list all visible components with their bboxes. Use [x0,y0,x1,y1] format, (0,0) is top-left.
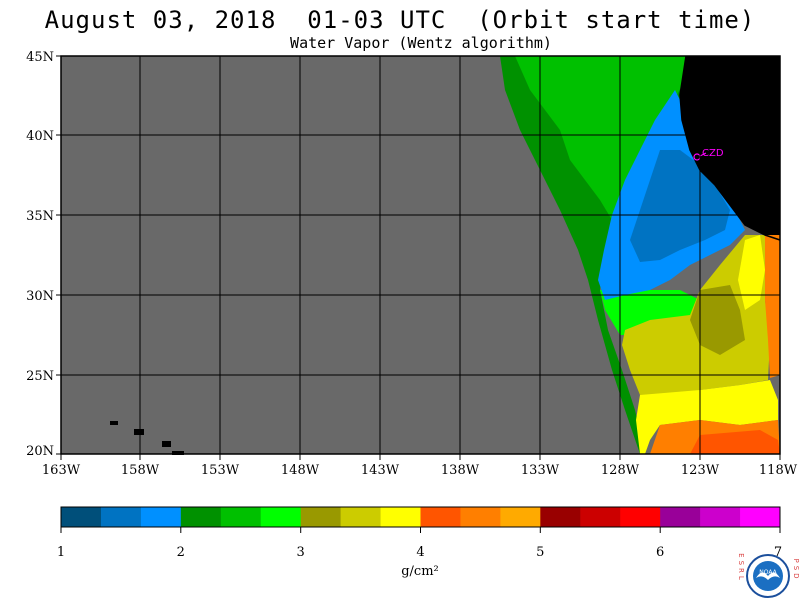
lon-label: 123W [681,463,720,478]
noaa-logo-text: NOAA [759,569,777,576]
colorbar-cell [180,507,222,527]
colorbar-cell [420,507,461,527]
psd-letters: PSD [792,558,800,581]
lon-label: 153W [201,463,240,478]
lat-label: 20N [26,444,54,459]
map-frame [60,55,781,455]
colorbar-cell [700,507,741,527]
colorbar-cell [740,507,781,527]
land-mass [680,56,780,235]
lat-label: 40N [26,129,54,144]
noaa-gull-icon [756,572,780,580]
psd-text: PSD [792,558,800,581]
lon-label: 138W [441,463,480,478]
colorbar-cell [380,507,421,527]
coastline [679,55,781,241]
colorbar-cell [340,507,382,527]
colorbar-cell [580,507,621,527]
lat-label: 35N [26,209,54,224]
colorbar-label: 6 [656,545,664,560]
water-vapor-swath [500,56,780,454]
colorbar-cell [300,507,342,527]
colorbar-labels: 1 2 3 4 5 6 7 [57,545,782,560]
colorbar-cell [220,507,262,527]
map-title: August 03, 2018 01-03 UTC (Orbit start t… [44,6,756,34]
lon-label: 143W [361,463,400,478]
swath-darkolive [690,285,745,355]
colorbar-cell [540,507,581,527]
colorbar-cell [140,507,182,527]
colorbar-label: 7 [774,545,782,560]
colorbar-cell [620,507,661,527]
colorbar-label: 1 [57,545,65,560]
lat-label: 25N [26,369,54,384]
swath-darkblue [630,150,730,262]
lon-label: 148W [281,463,320,478]
lon-label: 118W [759,463,798,478]
colorbar-label: 3 [297,545,305,560]
colorbar-cell [260,507,302,527]
colorbar-cell [660,507,701,527]
lat-label: 30N [26,289,54,304]
colorbar-ticks [60,527,781,533]
swath-yellow-coast [738,235,765,310]
esrl-letters: ESRL [737,553,745,583]
lon-label: 133W [521,463,560,478]
noaa-logo: NOAA [746,554,790,598]
lon-label: 158W [121,463,160,478]
colorbar-label: 4 [416,545,424,560]
hawaiian-islands [110,421,184,455]
map-ticks [56,55,781,460]
swath-brightgreen [600,290,700,335]
colorbar-cell [460,507,501,527]
longitude-labels: 163W 158W 153W 148W 143W 138W 133W 128W … [42,463,798,478]
lon-label: 128W [601,463,640,478]
station-label: CZD [702,148,724,159]
colorbar-label: 2 [177,545,185,560]
esrl-text: ESRL [737,553,745,583]
lon-label: 163W [42,463,81,478]
lat-label: 45N [26,50,54,65]
colorbar-cell [500,507,541,527]
map-subtitle: Water Vapor (Wentz algorithm) [290,34,552,52]
colorbar-units: g/cm² [401,564,439,579]
swath-yellow-band [636,380,778,454]
colorbar-cell [61,507,102,527]
swath-orange-coast [765,235,780,378]
map-grid [61,56,780,454]
swath-redorange [690,430,780,454]
latitude-labels: 45N 40N 35N 30N 25N 20N [26,50,54,459]
colorbar-label: 5 [536,545,544,560]
colorbar-cell [100,507,142,527]
swath-lightgreen-patches [515,56,686,220]
colorbar [61,507,781,527]
